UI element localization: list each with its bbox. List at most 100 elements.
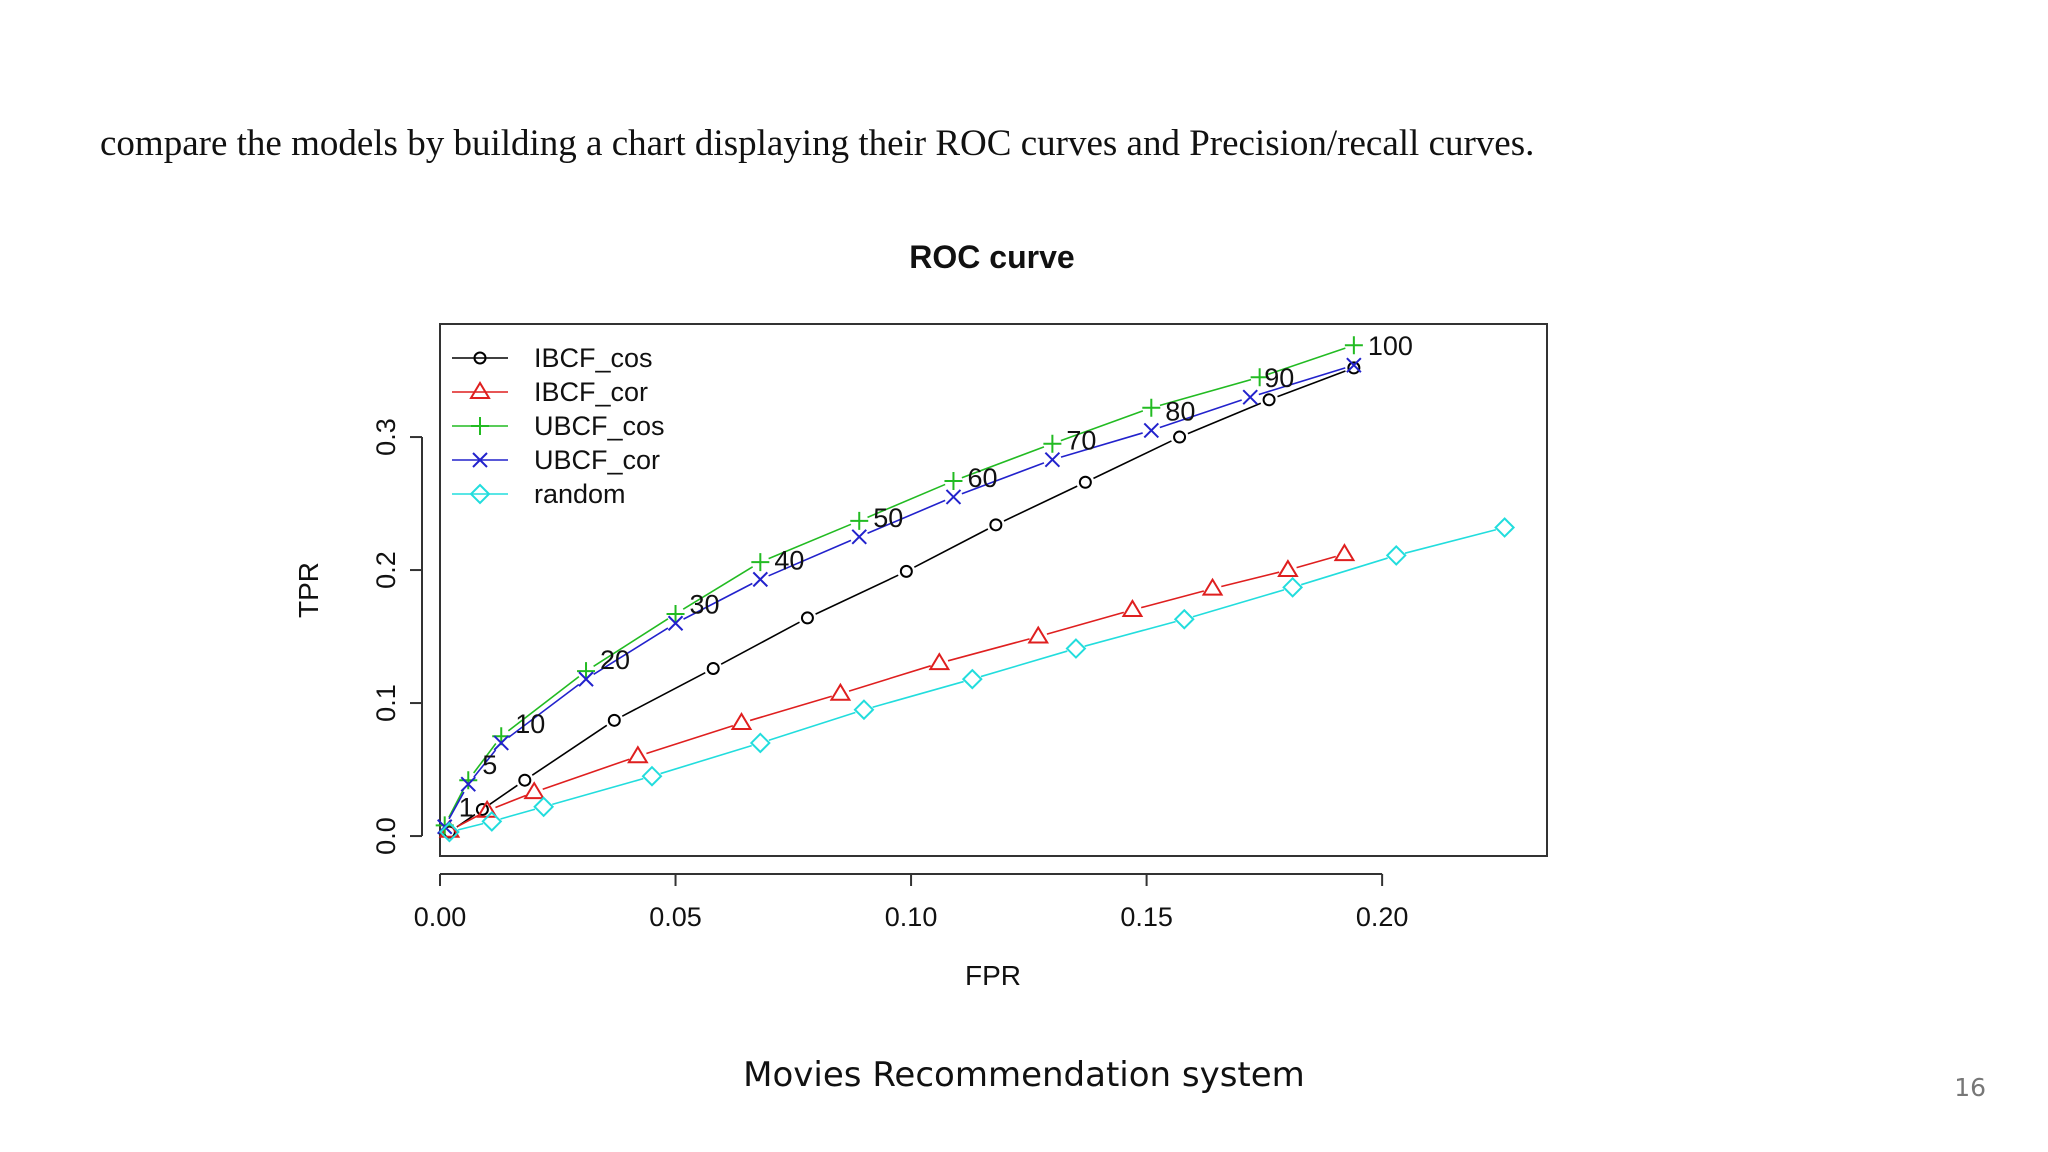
data-point — [1282, 576, 1304, 598]
series-line-segment — [542, 758, 630, 790]
series-line-segment — [531, 724, 608, 776]
legend-item-ibcf-cos: IBCF_cos — [452, 343, 653, 373]
series-line-segment — [473, 749, 497, 778]
series-line-segment — [1277, 370, 1346, 398]
legend-marker — [469, 381, 491, 399]
data-point — [1121, 599, 1144, 617]
series-line-segment — [1258, 367, 1346, 396]
data-point — [1142, 398, 1161, 417]
x-tick-label: 0.05 — [649, 902, 702, 932]
x-tick-label: 0.20 — [1356, 902, 1409, 932]
data-point — [493, 735, 509, 751]
data-point — [829, 682, 852, 701]
series-line-segment — [660, 744, 752, 775]
series-line-segment — [749, 695, 833, 722]
legend-item-ubcf-cos: UBCF_cos — [452, 411, 665, 441]
series-line-segment — [1093, 440, 1172, 480]
data-point — [1044, 451, 1061, 468]
data-point — [752, 571, 769, 588]
data-point — [459, 771, 478, 790]
data-point — [989, 518, 1003, 532]
series-line-segment — [1192, 589, 1285, 618]
data-point — [667, 615, 684, 631]
series-line-segment — [1060, 432, 1143, 458]
footer-title: Movies Recommendation system — [743, 1055, 1305, 1095]
point-label: 5 — [482, 750, 497, 780]
x-axis-label: FPR — [965, 960, 1021, 991]
data-point — [1078, 475, 1092, 489]
series-line-segment — [1003, 485, 1078, 522]
legend-label: IBCF_cor — [534, 377, 648, 407]
point-label: 70 — [1066, 426, 1096, 456]
data-point — [800, 611, 814, 625]
point-label: 40 — [774, 545, 804, 575]
series-line-segment — [1060, 410, 1144, 442]
data-point — [1344, 336, 1363, 355]
legend-item-ibcf-cor: IBCF_cor — [452, 377, 648, 407]
data-point — [1143, 422, 1160, 439]
data-point — [706, 661, 720, 675]
series-line-segment — [593, 627, 669, 676]
series-line-segment — [646, 724, 734, 755]
chart-title: ROC curve — [909, 239, 1074, 275]
y-tick-label: 0.1 — [371, 684, 401, 722]
series-line-segment — [1296, 555, 1336, 569]
series-line-segment — [1084, 620, 1176, 647]
point-label: 60 — [967, 463, 997, 493]
series-line-segment — [913, 528, 989, 568]
data-point — [850, 511, 869, 530]
point-labels: 15 10 20 30 40 50 60 70 80 90 100 — [459, 331, 1413, 823]
y-tick-label: 0.0 — [371, 817, 401, 855]
legend-marker — [472, 452, 488, 468]
legend-item-random: random — [452, 479, 626, 509]
legend-label: UBCF_cor — [534, 445, 660, 475]
data-point — [1277, 559, 1299, 578]
x-tick-label: 0.15 — [1120, 902, 1173, 932]
legend-label: IBCF_cos — [534, 343, 653, 373]
data-point — [1346, 357, 1362, 373]
series-line-segment — [1159, 399, 1242, 429]
data-point — [578, 671, 594, 687]
series-ubcf-cor — [437, 357, 1362, 835]
plot-frame — [439, 323, 1548, 857]
data-point — [944, 471, 963, 490]
data-point — [518, 773, 532, 787]
data-point — [1065, 638, 1087, 659]
series-line-segment — [448, 787, 465, 818]
series-line-segment — [500, 808, 536, 820]
point-label: 90 — [1264, 363, 1294, 393]
series-line-segment — [683, 582, 753, 620]
series-ubcf-cos — [435, 336, 1363, 835]
series-line-segment — [768, 523, 852, 560]
series-line-segment — [682, 566, 754, 610]
legend-label: UBCF_cos — [534, 411, 665, 441]
series-layer — [435, 336, 1516, 843]
legend-label: random — [534, 479, 626, 509]
page-number: 16 — [1954, 1073, 1986, 1102]
data-point — [928, 652, 951, 671]
data-point — [961, 668, 983, 690]
data-point — [523, 781, 545, 800]
data-point — [1333, 543, 1356, 562]
series-line-segment — [980, 650, 1068, 678]
data-point — [475, 802, 489, 816]
data-point — [1347, 361, 1361, 375]
series-line-segment — [507, 683, 580, 739]
series-line-segment — [947, 638, 1030, 662]
series-line-segment — [1140, 590, 1205, 609]
series-line-segment — [457, 814, 480, 828]
x-tick-label: 0.00 — [414, 902, 467, 932]
data-point — [439, 821, 460, 843]
data-point — [1250, 368, 1269, 387]
series-line-segment — [457, 822, 484, 831]
series-line-segment — [593, 618, 669, 667]
series-line-segment — [1187, 402, 1262, 435]
series-line-segment — [1404, 528, 1497, 554]
series-line-segment — [1159, 378, 1252, 407]
data-point — [1201, 577, 1224, 596]
series-ibcf-cos — [442, 361, 1361, 839]
series-line-segment — [961, 462, 1045, 495]
series-random — [439, 517, 1516, 843]
